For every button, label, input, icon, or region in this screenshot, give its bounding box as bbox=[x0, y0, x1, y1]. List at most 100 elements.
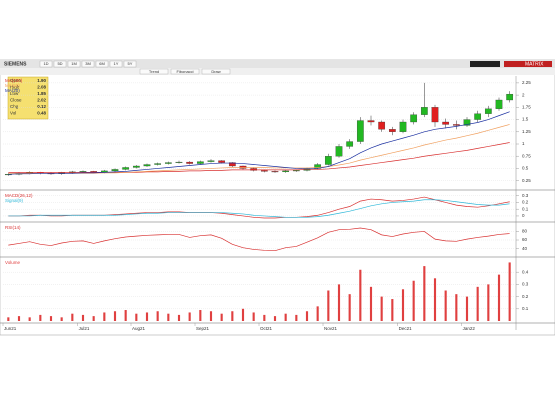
info-value: 0.12 bbox=[37, 104, 46, 109]
volume-bar bbox=[433, 278, 437, 321]
toolbar-button-label: 1Y bbox=[114, 61, 119, 66]
candle-body bbox=[143, 164, 151, 167]
y-tick-label: 0.3 bbox=[522, 193, 529, 198]
volume-bar bbox=[391, 299, 394, 321]
volume-bar bbox=[316, 306, 319, 321]
candle-body bbox=[346, 141, 354, 147]
info-value: 1.85 bbox=[37, 91, 46, 96]
volume-bar bbox=[423, 266, 426, 321]
toolbar-button[interactable] bbox=[39, 60, 53, 68]
volume-bar bbox=[305, 311, 309, 321]
candle-body bbox=[431, 107, 439, 123]
candle-body bbox=[79, 171, 87, 173]
candle-body bbox=[132, 165, 140, 168]
volume-bar bbox=[209, 311, 213, 321]
volume-bar bbox=[327, 290, 330, 321]
toolbar-button-label: 5Y bbox=[128, 61, 133, 66]
volume-bar bbox=[49, 316, 53, 321]
y-tick-label: 0.25 bbox=[522, 178, 531, 183]
volume-bar bbox=[455, 294, 458, 321]
info-value: 2.02 bbox=[37, 98, 46, 103]
candle-body bbox=[164, 162, 172, 164]
y-tick-label: 0.2 bbox=[522, 294, 529, 299]
y-tick-label: 0.2 bbox=[522, 200, 529, 205]
y-tick-label: 1.5 bbox=[522, 117, 529, 122]
info-label: High bbox=[10, 85, 20, 90]
legend-entry: Volume bbox=[5, 260, 21, 265]
volume-bar bbox=[60, 317, 63, 321]
candle-body bbox=[367, 120, 375, 123]
legend-entry: Signal(9) bbox=[5, 198, 24, 203]
legend-entry: MACD(26,12) bbox=[5, 193, 33, 198]
info-label: Low bbox=[10, 91, 19, 96]
toolbar-button[interactable] bbox=[81, 60, 95, 68]
volume-bar bbox=[369, 286, 373, 321]
volume-bar bbox=[412, 280, 415, 321]
candle-body bbox=[420, 107, 428, 115]
toolbar-button-label: 6M bbox=[99, 61, 105, 66]
volume-bar bbox=[284, 313, 287, 321]
info-value: 0.48 bbox=[37, 111, 46, 116]
volume-bar bbox=[487, 284, 490, 321]
volume-bar bbox=[92, 316, 95, 321]
volume-bar bbox=[401, 289, 405, 321]
volume-bar bbox=[231, 311, 234, 321]
legend-entry: MA(20) bbox=[5, 88, 20, 93]
volume-bar bbox=[28, 317, 31, 321]
x-tick-label: Aug21 bbox=[132, 326, 146, 331]
tool-button[interactable] bbox=[201, 68, 231, 75]
toolbar-button[interactable] bbox=[53, 60, 67, 68]
candle-body bbox=[175, 161, 183, 163]
y-tick-label: 0.1 bbox=[522, 206, 529, 211]
volume-bar bbox=[167, 313, 170, 321]
volume-bar bbox=[252, 312, 255, 321]
tab-label[interactable]: MATRIX bbox=[525, 61, 544, 67]
legend-entry: MA(50) bbox=[5, 83, 20, 88]
volume-bar bbox=[156, 311, 159, 321]
toolbar-button[interactable] bbox=[67, 60, 81, 68]
series-line bbox=[8, 142, 510, 173]
x-tick-label: Sep21 bbox=[196, 326, 210, 331]
tool-button[interactable] bbox=[139, 68, 169, 75]
series-line bbox=[8, 124, 510, 174]
y-tick-label: 80 bbox=[522, 229, 528, 234]
tab-red bbox=[504, 61, 552, 67]
volume-bar bbox=[444, 290, 447, 321]
toolbar-2 bbox=[0, 68, 555, 75]
info-label: Vol bbox=[10, 111, 16, 116]
toolbar-button[interactable] bbox=[109, 60, 123, 68]
volume-bar bbox=[476, 286, 479, 321]
candle-body bbox=[260, 170, 268, 172]
candle-body bbox=[506, 93, 514, 101]
x-tick-label: Jan22 bbox=[463, 326, 476, 331]
candle-body bbox=[324, 156, 332, 165]
volume-bar bbox=[295, 314, 298, 321]
y-tick-label: 0.1 bbox=[522, 306, 529, 311]
candle-body bbox=[122, 167, 130, 170]
volume-bar bbox=[359, 269, 362, 321]
candle-body bbox=[452, 124, 460, 126]
volume-bar bbox=[220, 313, 223, 321]
series-line bbox=[8, 227, 510, 252]
x-tick-label: Dec21 bbox=[399, 326, 413, 331]
window-frame bbox=[0, 59, 555, 336]
candle-body bbox=[463, 119, 471, 126]
volume-bar bbox=[199, 310, 202, 321]
candle-body bbox=[282, 170, 290, 173]
y-tick-label: 1 bbox=[522, 141, 525, 146]
info-box bbox=[7, 76, 49, 120]
info-value: 1.90 bbox=[37, 78, 46, 83]
volume-bar bbox=[241, 308, 245, 321]
y-tick-label: 0.75 bbox=[522, 153, 531, 158]
toolbar-button[interactable] bbox=[123, 60, 137, 68]
series-line bbox=[8, 111, 510, 175]
tool-button[interactable] bbox=[170, 68, 200, 75]
toolbar-button[interactable] bbox=[95, 60, 109, 68]
candle-body bbox=[335, 146, 343, 157]
y-tick-label: 0 bbox=[522, 213, 525, 218]
tool-button-label: Draw bbox=[211, 69, 220, 74]
volume-bar bbox=[135, 313, 138, 321]
candle-body bbox=[292, 170, 300, 172]
